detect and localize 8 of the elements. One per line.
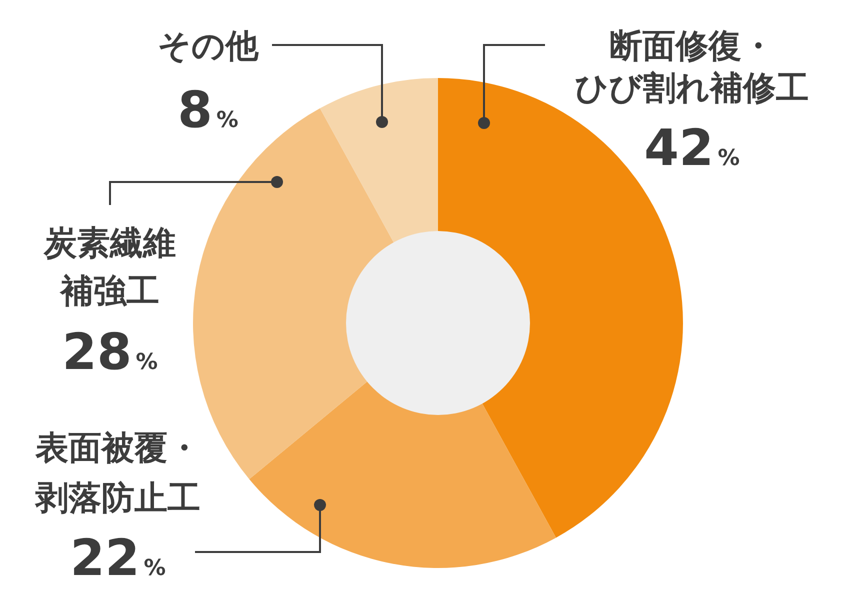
data-label: 8% <box>178 81 238 139</box>
slice-label: 炭素繊維補強工 <box>43 223 176 310</box>
slice-label: 断面修復・ひび割れ補修工 <box>575 26 809 107</box>
slice-label: 表面被覆・剥落防止工 <box>34 428 200 517</box>
data-label: 28% <box>62 323 158 381</box>
data-label: 42% <box>644 119 740 177</box>
data-label: 22% <box>70 529 166 587</box>
slice-label: その他 <box>158 26 260 65</box>
